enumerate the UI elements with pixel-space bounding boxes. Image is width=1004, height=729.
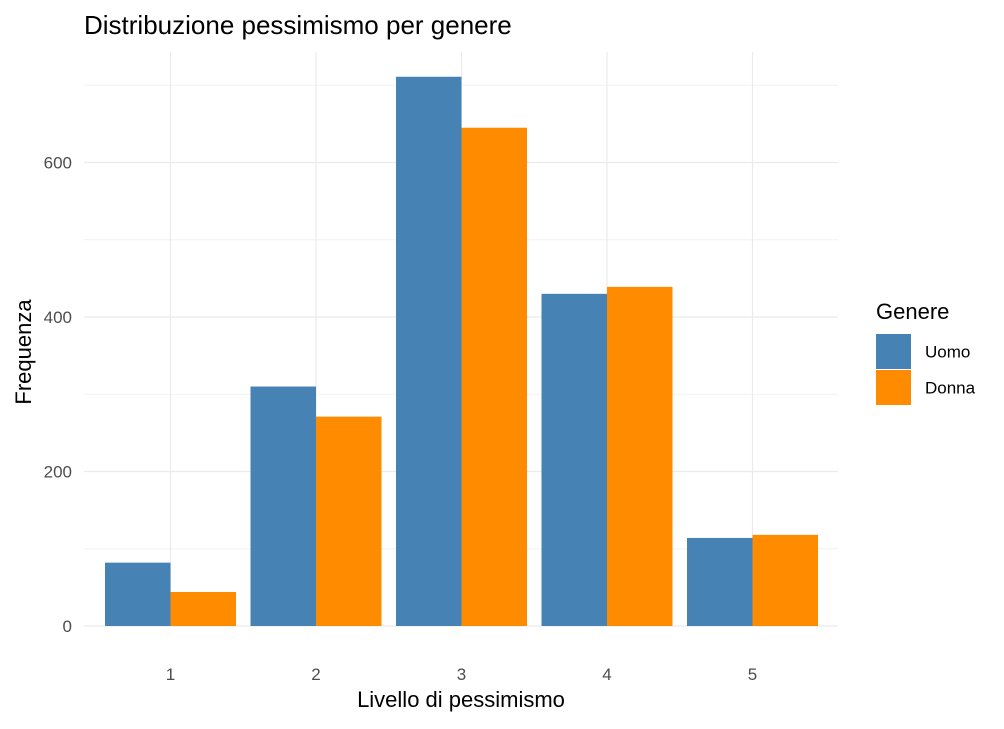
- y-tick-label: 200: [44, 463, 72, 482]
- x-tick-label: 4: [602, 665, 611, 684]
- bar-uomo-1: [105, 562, 171, 626]
- bar-donna-5: [752, 534, 818, 626]
- bar-donna-3: [461, 127, 527, 627]
- bar-uomo-2: [250, 386, 316, 626]
- bar-uomo-5: [687, 537, 753, 626]
- legend: Genere Uomo Donna: [876, 299, 976, 405]
- x-tick-label: 3: [457, 665, 466, 684]
- x-axis-label: Livello di pessimismo: [357, 687, 565, 712]
- bars: [105, 76, 818, 627]
- legend-key-donna: [876, 370, 911, 405]
- legend-title: Genere: [876, 299, 949, 324]
- y-tick-label: 400: [44, 308, 72, 327]
- y-tick-label: 0: [63, 617, 72, 636]
- legend-label-donna: Donna: [925, 379, 976, 398]
- x-tick-label: 2: [311, 665, 320, 684]
- legend-key-uomo: [876, 334, 911, 369]
- bar-donna-2: [316, 416, 382, 626]
- bar-donna-1: [170, 592, 236, 626]
- legend-label-uomo: Uomo: [925, 343, 970, 362]
- bar-uomo-4: [541, 293, 607, 626]
- x-tick-label: 5: [748, 665, 757, 684]
- chart-title: Distribuzione pessimismo per genere: [84, 10, 512, 40]
- y-tick-label: 600: [44, 154, 72, 173]
- bar-uomo-3: [396, 76, 462, 626]
- axes: 0 200 400 600 1 2 3 4 5: [44, 154, 758, 685]
- y-axis-label: Frequenza: [11, 299, 36, 405]
- x-tick-label: 1: [166, 665, 175, 684]
- bar-donna-4: [607, 286, 673, 626]
